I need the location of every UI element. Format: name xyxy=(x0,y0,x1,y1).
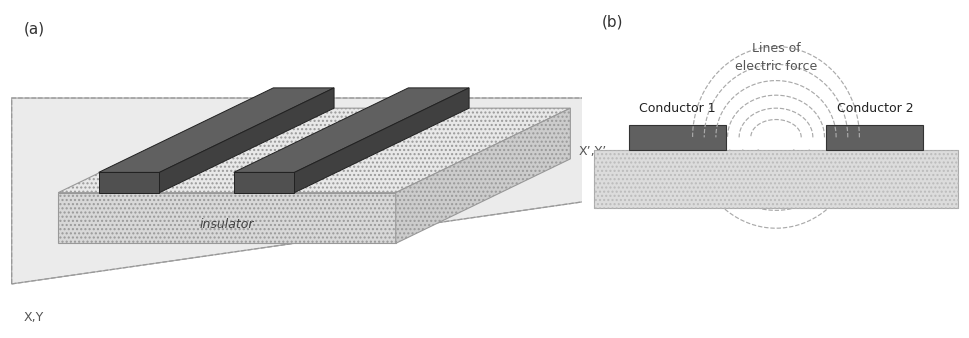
Polygon shape xyxy=(58,108,570,193)
Polygon shape xyxy=(58,193,395,243)
Text: electric force: electric force xyxy=(735,60,816,73)
Bar xyxy=(826,125,922,149)
Polygon shape xyxy=(395,108,570,243)
Text: (b): (b) xyxy=(601,14,622,29)
Polygon shape xyxy=(234,172,295,193)
Text: X,Y: X,Y xyxy=(23,311,44,324)
Text: insulator: insulator xyxy=(200,218,254,231)
Bar xyxy=(593,149,957,208)
Polygon shape xyxy=(99,172,159,193)
Polygon shape xyxy=(99,88,333,172)
Polygon shape xyxy=(12,98,599,284)
Text: X’,Y’: X’,Y’ xyxy=(578,145,607,159)
Polygon shape xyxy=(295,88,469,193)
Text: Lines of: Lines of xyxy=(751,43,799,55)
Text: Conductor 2: Conductor 2 xyxy=(836,102,912,116)
Bar xyxy=(628,125,725,149)
Polygon shape xyxy=(159,88,333,193)
Bar xyxy=(593,149,957,208)
Text: Conductor 1: Conductor 1 xyxy=(639,102,714,116)
Polygon shape xyxy=(234,88,469,172)
Text: (a): (a) xyxy=(23,22,45,37)
